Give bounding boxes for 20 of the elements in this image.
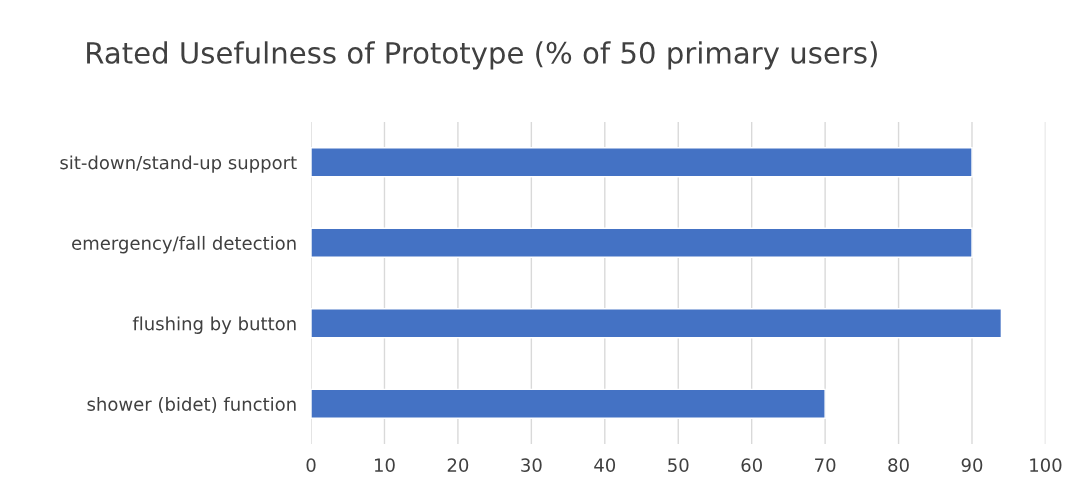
bar <box>311 227 973 258</box>
x-tick-label: 40 <box>594 458 616 472</box>
bar <box>311 147 973 178</box>
x-tick-label: 80 <box>888 458 909 472</box>
x-tick-label: 10 <box>374 458 395 472</box>
y-tick-label: shower (bidet) function <box>87 396 296 414</box>
bar <box>311 388 826 420</box>
x-tick-label: 90 <box>961 458 983 472</box>
y-tick-label: sit-down/stand-up support <box>60 155 297 173</box>
x-tick-label: 30 <box>521 458 542 472</box>
x-tick-label: 0 <box>306 458 316 472</box>
x-tick-label: 60 <box>741 458 762 472</box>
x-tick-label: 100 <box>1030 458 1062 472</box>
x-tick-label: 20 <box>447 458 469 472</box>
y-tick-label: flushing by button <box>132 316 296 334</box>
x-tick-label: 50 <box>668 458 689 472</box>
bar <box>311 308 1003 339</box>
x-tick-label: 70 <box>815 458 836 472</box>
y-tick-label: emergency/fall detection <box>72 235 296 254</box>
chart-title: Rated Usefulness of Prototype (% of 50 primary users) <box>87 41 877 70</box>
